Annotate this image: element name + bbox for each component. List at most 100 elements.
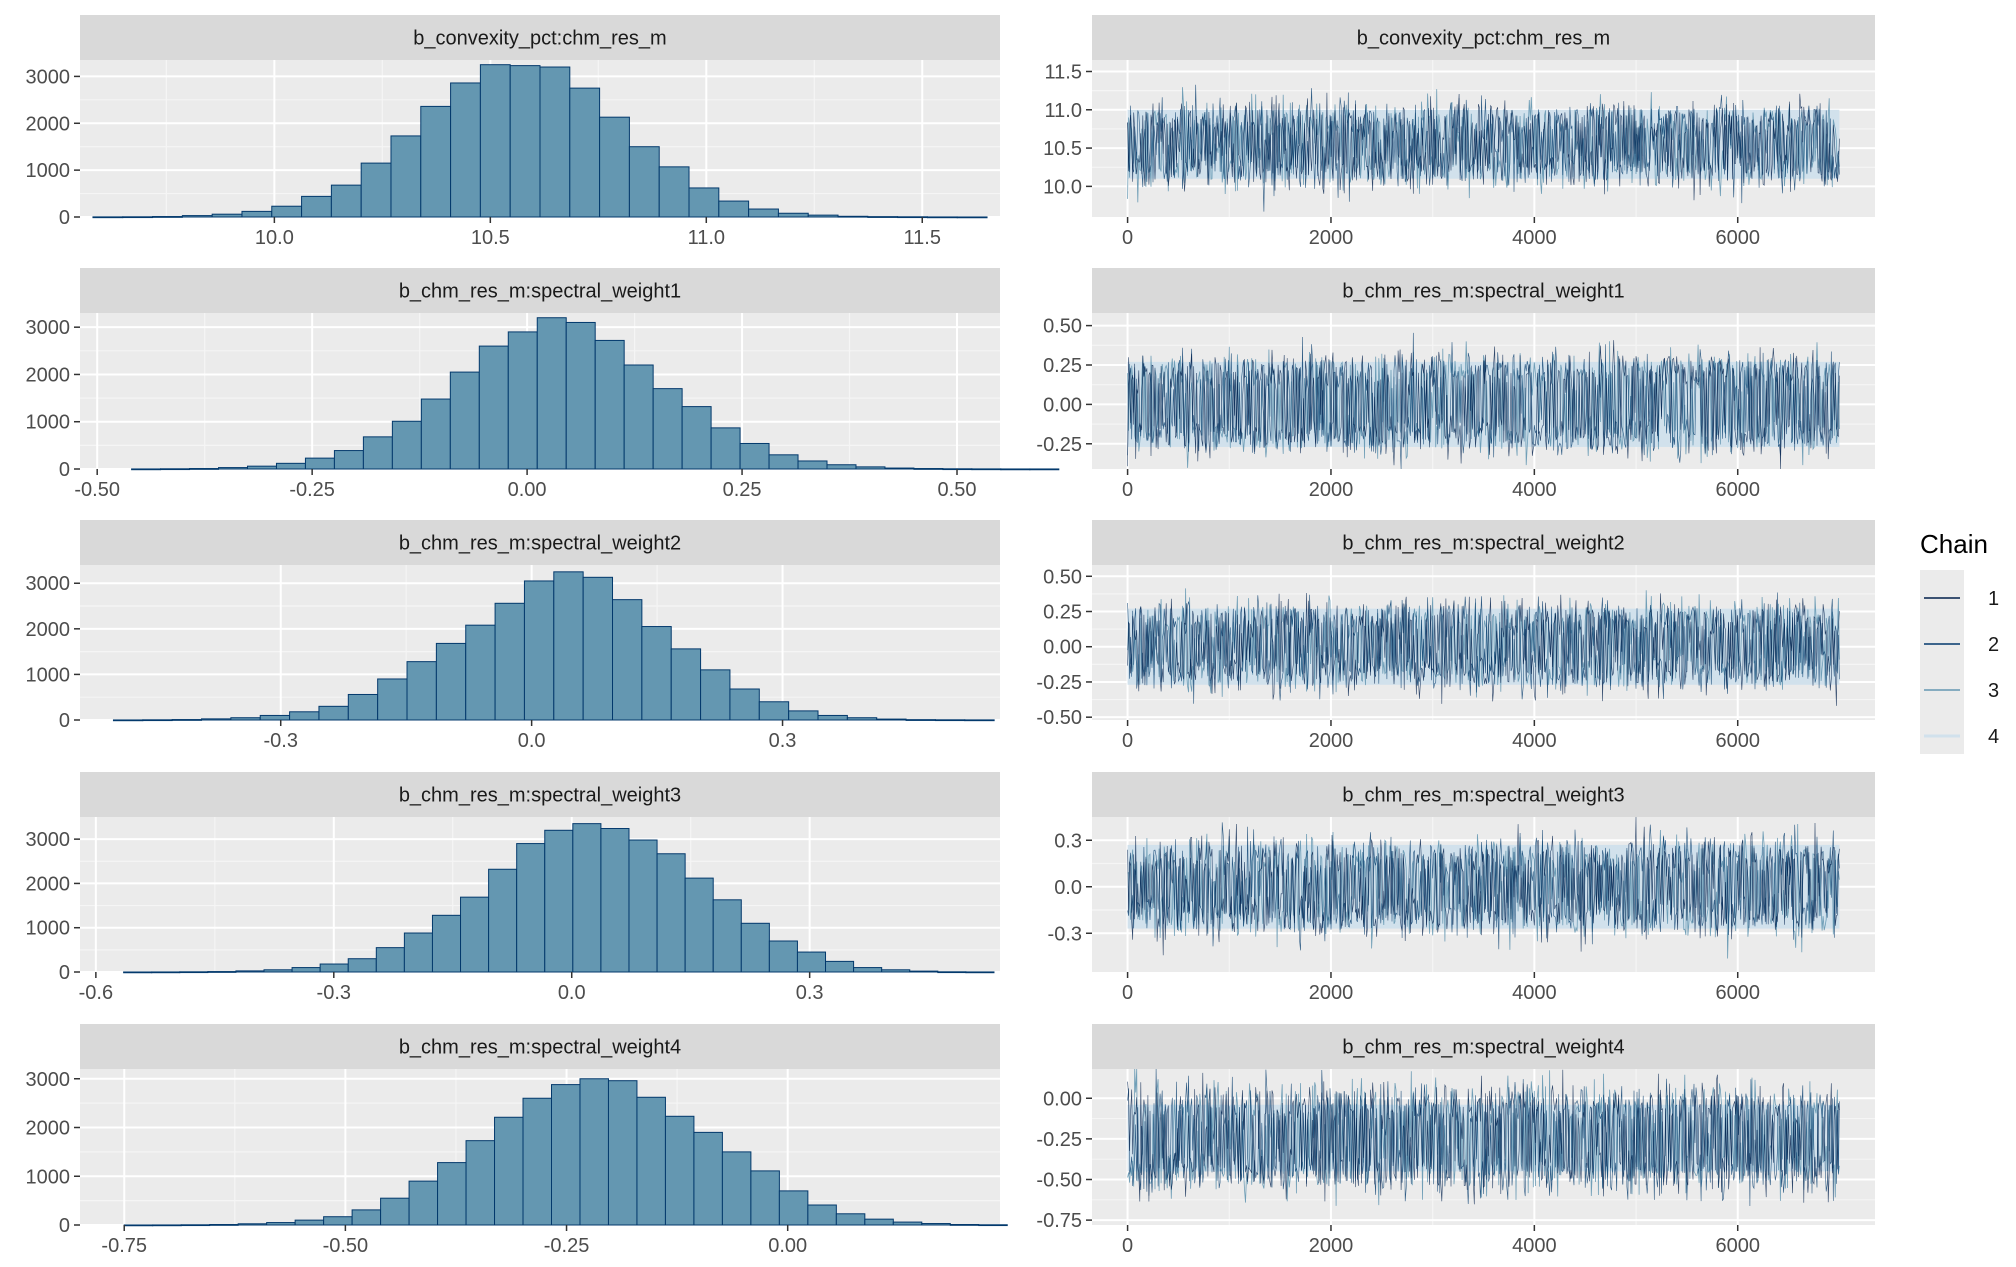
- legend-label: 2: [1988, 634, 1999, 656]
- y-tick-label: 2000: [26, 113, 71, 135]
- histogram-bar: [710, 427, 741, 470]
- y-tick-label: 11.0: [1045, 100, 1082, 122]
- histogram-bar: [180, 1224, 211, 1227]
- y-tick-label: 3000: [26, 1069, 71, 1091]
- y-tick-label: 0: [59, 1215, 70, 1237]
- y-tick-label: -0.25: [1036, 672, 1082, 694]
- x-tick-label: 0.50: [938, 479, 977, 501]
- histogram-bar: [565, 321, 596, 470]
- histogram-bar: [509, 65, 541, 218]
- chain-3-trace: [1127, 341, 1840, 468]
- histogram-bar: [965, 971, 995, 974]
- legend-item-chain-4: 4: [1924, 726, 1999, 748]
- histogram-bar: [934, 719, 966, 722]
- histogram-bar: [333, 450, 364, 470]
- x-tick-label: 0: [1122, 227, 1133, 249]
- histogram-bar: [607, 1080, 638, 1226]
- histogram-bar: [718, 200, 750, 218]
- histogram-bar: [131, 468, 162, 471]
- histogram-bars: [123, 823, 995, 974]
- x-tick-label: -0.25: [544, 1235, 590, 1257]
- strip-background: [1092, 268, 1875, 313]
- strip-background: [80, 268, 1000, 313]
- histogram-bar: [362, 436, 393, 470]
- histogram-bar: [465, 1140, 496, 1226]
- histogram-bar: [347, 693, 379, 721]
- histogram-bar: [544, 829, 574, 973]
- x-tick-label: 2000: [1309, 982, 1354, 1004]
- histogram-bar: [551, 1084, 581, 1226]
- histogram-bar: [507, 331, 538, 470]
- y-tick-label: 10.0: [1043, 176, 1082, 198]
- histogram-bar: [235, 970, 265, 973]
- legend-item-chain-3: 3: [1924, 680, 1999, 702]
- histogram-bar: [391, 420, 422, 470]
- chain-1-trace: [1127, 92, 1840, 201]
- histogram-bar: [437, 1162, 467, 1226]
- histogram-bar: [579, 1078, 609, 1226]
- x-tick-label: -0.50: [323, 1235, 369, 1257]
- y-tick-label: 3000: [26, 573, 71, 595]
- x-tick-label: 10.0: [255, 227, 294, 249]
- legend-label: 1: [1988, 588, 1999, 610]
- y-tick-label: 0: [59, 962, 70, 984]
- histogram-bar: [971, 468, 1002, 471]
- axes: 0 2000 4000 6000 -0.75 -0.50 -0.25 0.00: [1036, 1088, 1760, 1257]
- histogram-panel-3: b_chm_res_m:spectral_weight2 -0.3 0.0 0.3 0 1…: [26, 520, 1000, 752]
- histogram-panel-2: b_chm_res_m:spectral_weight1 -0.50 -0.25 0.…: [26, 268, 1060, 501]
- trace-panel-4: b_chm_res_m:spectral_weight3 0 2000 4000 600…: [1048, 772, 1875, 1004]
- trace-lines: [1127, 588, 1840, 706]
- histogram-bar: [641, 626, 672, 721]
- histogram-bar: [494, 602, 525, 721]
- histogram-bar: [403, 932, 433, 973]
- histogram-bar: [693, 1131, 723, 1226]
- histogram-bar: [796, 951, 827, 973]
- y-tick-label: 2000: [26, 873, 71, 895]
- panels: b_convexity_pct:chm_res_m 10.0 10.5 11.0 11.…: [26, 15, 1875, 1257]
- x-tick-label: 6000: [1715, 982, 1760, 1004]
- x-tick-label: 10.5: [471, 227, 510, 249]
- x-tick-label: 6000: [1715, 730, 1760, 752]
- histogram-bar: [122, 216, 154, 219]
- legend-item-chain-2: 2: [1924, 634, 1999, 656]
- histogram-bar: [123, 971, 153, 974]
- y-tick-label: 1000: [26, 1166, 71, 1188]
- legend-label: 3: [1988, 680, 1999, 702]
- histogram-bar: [465, 624, 496, 721]
- histogram-bar: [876, 718, 907, 721]
- histogram-bar: [435, 642, 467, 721]
- y-tick-label: 10.5: [1043, 138, 1082, 160]
- y-tick-label: 0.50: [1043, 566, 1082, 588]
- histogram-bar: [656, 853, 686, 973]
- histogram-bar: [406, 661, 437, 721]
- chain-1-trace: [1127, 592, 1840, 706]
- legend-title: Chain: [1920, 529, 1988, 559]
- y-tick-label: -0.75: [1036, 1210, 1082, 1232]
- histogram-bar: [949, 1224, 980, 1226]
- histogram-bar: [152, 1224, 182, 1227]
- histogram-bar: [681, 406, 712, 470]
- histogram-bar: [266, 1222, 296, 1226]
- x-tick-label: 0: [1122, 982, 1133, 1004]
- trace-lines: [1127, 332, 1840, 470]
- histogram-bar: [853, 967, 883, 973]
- histogram-bar: [275, 462, 306, 470]
- histogram-bar: [807, 1204, 837, 1226]
- y-tick-label: 1000: [26, 918, 71, 940]
- histogram-bar: [408, 1180, 439, 1226]
- x-tick-label: 4000: [1512, 479, 1557, 501]
- histogram-bar: [380, 1197, 410, 1226]
- axes: 0 2000 4000 6000 -0.25 0.00 0.25 0.50: [1036, 316, 1760, 501]
- histogram-bar: [218, 467, 248, 470]
- panel-title: b_chm_res_m:spectral_weight4: [1342, 1037, 1624, 1059]
- histogram-bar: [271, 205, 303, 218]
- histogram-bar: [688, 187, 720, 218]
- histogram-bar: [92, 216, 124, 219]
- chain-1-trace: [1127, 1069, 1840, 1205]
- chain-1-trace: [1127, 816, 1840, 956]
- y-tick-label: -0.50: [1036, 1170, 1082, 1192]
- y-tick-label: 3000: [26, 66, 71, 88]
- x-tick-label: 0.0: [518, 730, 546, 752]
- y-tick-label: 0.25: [1043, 355, 1082, 377]
- histogram-bar: [1000, 468, 1031, 471]
